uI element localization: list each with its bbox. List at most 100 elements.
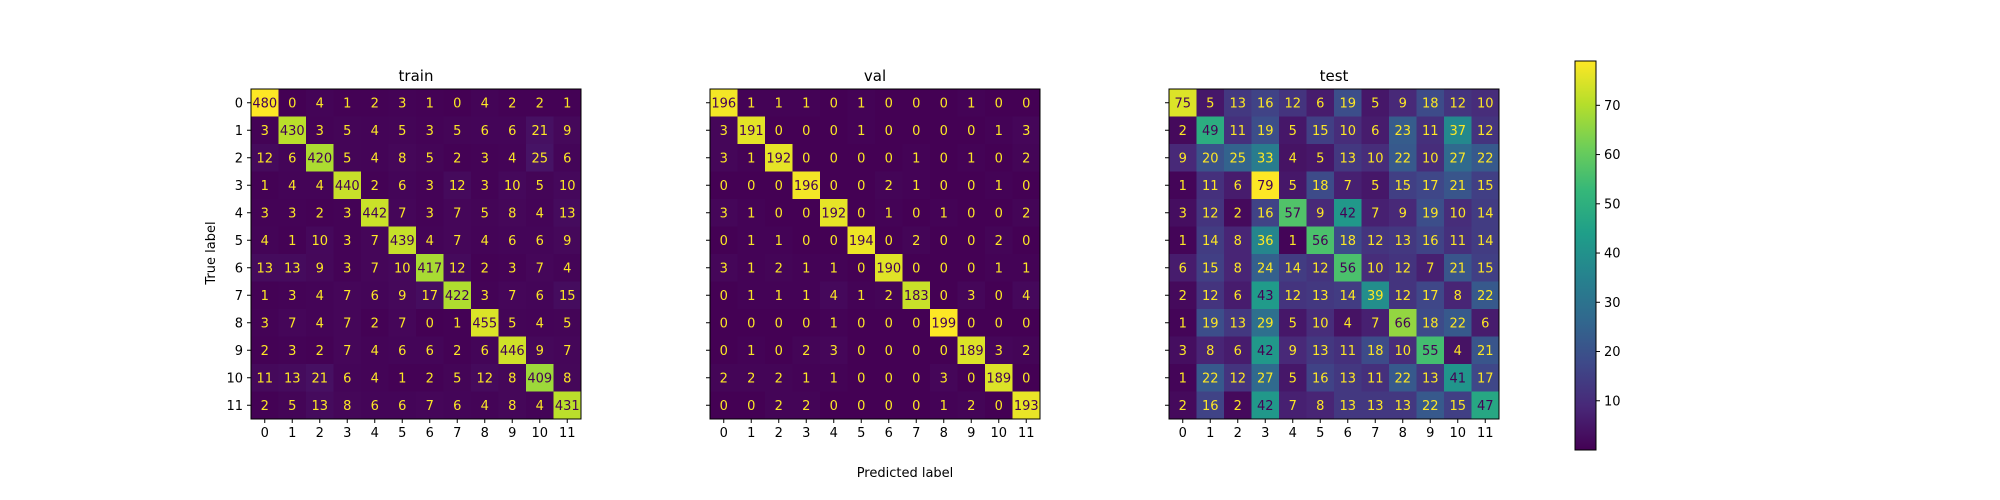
cell-value-label: 66 bbox=[1394, 316, 1411, 331]
cell-value-label: 196 bbox=[711, 96, 736, 111]
heatmap-cell bbox=[847, 254, 876, 282]
heatmap-cell bbox=[388, 364, 417, 392]
cell-value-label: 5 bbox=[1289, 371, 1297, 386]
heatmap-cell bbox=[1361, 391, 1390, 420]
heatmap-cell bbox=[278, 309, 307, 337]
cell-value-label: 10 bbox=[1477, 96, 1494, 111]
cell-value-label: 0 bbox=[720, 234, 728, 249]
heatmap-cell bbox=[306, 171, 334, 200]
heatmap-cell bbox=[1334, 364, 1362, 392]
cell-value-label: 14 bbox=[1202, 234, 1219, 249]
cell-value-label: 22 bbox=[1394, 151, 1411, 166]
cell-value-label: 21 bbox=[311, 371, 328, 386]
cell-value-label: 6 bbox=[481, 124, 489, 139]
cell-value-label: 27 bbox=[1449, 151, 1466, 166]
heatmap-cell bbox=[1361, 171, 1390, 200]
cell-value-label: 5 bbox=[563, 316, 571, 331]
heatmap-cell bbox=[820, 309, 848, 337]
heatmap-cell bbox=[278, 144, 307, 172]
cell-value-label: 13 bbox=[1229, 316, 1246, 331]
cell-value-label: 42 bbox=[1257, 344, 1274, 359]
cell-value-label: 3 bbox=[343, 261, 351, 276]
heatmap-cell bbox=[847, 199, 876, 227]
heatmap-cell bbox=[1251, 364, 1280, 392]
cell-value-label: 0 bbox=[912, 124, 920, 139]
x-tick-label: 1 bbox=[288, 426, 296, 441]
cell-value-label: 0 bbox=[967, 206, 975, 221]
cell-value-label: 21 bbox=[1449, 261, 1466, 276]
cell-value-label: 22 bbox=[1202, 371, 1219, 386]
cell-value-label: 4 bbox=[316, 289, 324, 304]
cell-value-label: 2 bbox=[1179, 399, 1187, 414]
colorbar: 10 20 30 40 50 60 70 bbox=[1574, 60, 1621, 451]
cell-value-label: 0 bbox=[830, 234, 838, 249]
colorbar-tick-label: 60 bbox=[1604, 148, 1621, 163]
cell-value-label: 0 bbox=[940, 234, 948, 249]
heatmap-cell bbox=[792, 144, 821, 172]
heatmap-cell bbox=[957, 144, 986, 172]
heatmap-cell bbox=[710, 254, 738, 282]
cell-value-label: 9 bbox=[1289, 344, 1297, 359]
heatmap-cell bbox=[526, 89, 554, 117]
heatmap-cell bbox=[471, 364, 499, 392]
heatmap-cell bbox=[1471, 281, 1500, 310]
cell-value-label: 1 bbox=[995, 261, 1003, 276]
cell-value-label: 0 bbox=[830, 124, 838, 139]
heatmap-cell bbox=[875, 171, 903, 200]
colorbar-tick-label: 10 bbox=[1604, 394, 1621, 409]
cell-value-label: 5 bbox=[453, 124, 461, 139]
heatmap-cell bbox=[1224, 281, 1252, 310]
heatmap-cell bbox=[333, 171, 362, 200]
heatmap-cell bbox=[710, 281, 738, 310]
cell-value-label: 422 bbox=[445, 289, 470, 304]
cell-value-label: 37 bbox=[1449, 124, 1466, 139]
cell-value-label: 14 bbox=[1477, 234, 1494, 249]
heatmap-cell bbox=[1389, 336, 1417, 365]
cell-value-label: 21 bbox=[531, 124, 548, 139]
cell-value-label: 2 bbox=[1022, 151, 1030, 166]
heatmap-cell bbox=[1306, 281, 1335, 310]
heatmap-cell bbox=[1169, 391, 1197, 420]
heatmap-cell bbox=[416, 254, 444, 282]
cell-value-label: 0 bbox=[720, 344, 728, 359]
heatmap-cell bbox=[985, 364, 1013, 392]
heatmap-cell bbox=[820, 171, 848, 200]
heatmap-cell bbox=[1389, 199, 1417, 227]
heatmap-cell bbox=[1224, 364, 1252, 392]
heatmap-cell bbox=[1389, 226, 1417, 255]
heatmap-cell bbox=[985, 226, 1013, 255]
cell-value-label: 2 bbox=[747, 371, 755, 386]
cell-value-label: 5 bbox=[1316, 151, 1324, 166]
heatmap-cell bbox=[1444, 336, 1472, 365]
heatmap-cell bbox=[710, 309, 738, 337]
cell-value-label: 13 bbox=[284, 261, 301, 276]
heatmap-cell bbox=[443, 254, 472, 282]
heatmap-cell bbox=[443, 89, 472, 117]
heatmap-cell bbox=[251, 254, 279, 282]
heatmap-cell bbox=[1471, 391, 1500, 420]
cell-value-label: 14 bbox=[1284, 261, 1301, 276]
heatmap-cell bbox=[1389, 116, 1417, 145]
heatmap-cell bbox=[1306, 391, 1335, 420]
heatmap-cell bbox=[333, 391, 362, 420]
cell-value-label: 0 bbox=[720, 399, 728, 414]
cell-value-label: 1 bbox=[967, 96, 975, 111]
heatmap-cell bbox=[1416, 144, 1445, 172]
cell-value-label: 12 bbox=[1202, 206, 1219, 221]
y-tick-label: 8 bbox=[235, 316, 243, 331]
cell-value-label: 439 bbox=[390, 234, 415, 249]
cell-value-label: 0 bbox=[967, 371, 975, 386]
cell-value-label: 0 bbox=[967, 316, 975, 331]
heatmap-cell bbox=[792, 171, 821, 200]
heatmap-cell bbox=[737, 391, 766, 420]
heatmap-cell bbox=[1334, 336, 1362, 365]
cell-value-label: 2 bbox=[453, 151, 461, 166]
heatmap-cell bbox=[847, 336, 876, 365]
cell-value-label: 4 bbox=[481, 96, 489, 111]
cell-value-label: 7 bbox=[563, 344, 571, 359]
x-tick-label: 9 bbox=[1426, 426, 1434, 441]
heatmap-cell bbox=[388, 116, 417, 145]
cell-value-label: 6 bbox=[1234, 344, 1242, 359]
heatmap-cell bbox=[416, 391, 444, 420]
